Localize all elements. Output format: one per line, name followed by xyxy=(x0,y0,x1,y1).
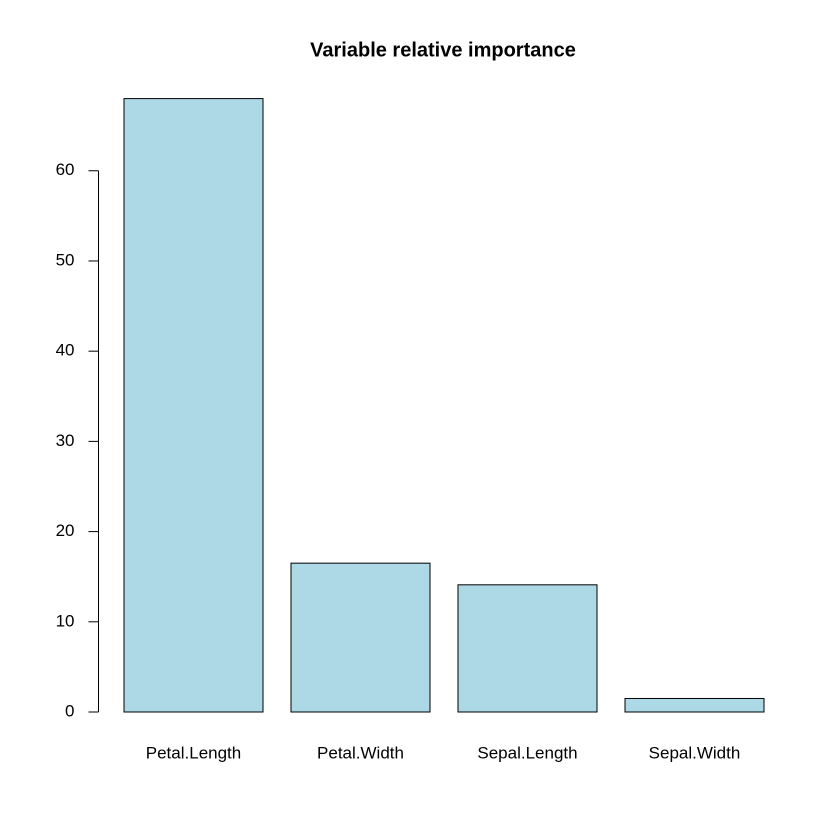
bar xyxy=(457,584,598,713)
chart-title: Variable relative importance xyxy=(310,39,576,61)
bar xyxy=(290,562,431,713)
y-tick-label: 20 xyxy=(56,521,75,540)
y-tick-label: 10 xyxy=(56,611,75,630)
bar xyxy=(624,697,765,713)
y-tick-label: 30 xyxy=(56,431,75,450)
y-tick-label: 0 xyxy=(65,701,74,720)
bar xyxy=(123,98,264,713)
y-tick-label: 60 xyxy=(56,160,75,179)
x-tick-label: Petal.Length xyxy=(146,743,241,762)
x-tick-label: Petal.Width xyxy=(317,743,404,762)
y-tick-label: 50 xyxy=(56,250,75,269)
y-tick-label: 40 xyxy=(56,341,75,360)
x-tick-label: Sepal.Length xyxy=(477,743,577,762)
x-tick-label: Sepal.Width xyxy=(649,743,741,762)
